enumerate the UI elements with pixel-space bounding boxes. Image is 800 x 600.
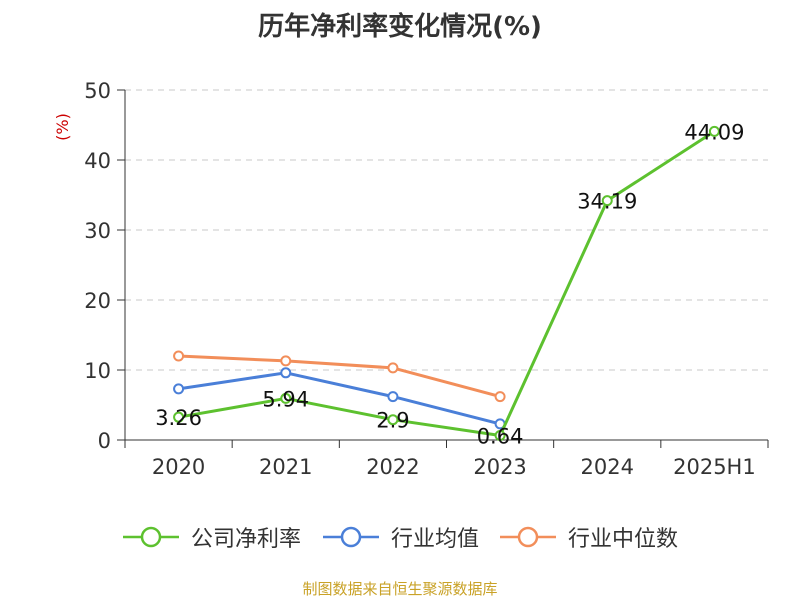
legend-marker-icon [123, 520, 183, 554]
data-point [280, 355, 292, 367]
data-label: 44.09 [684, 120, 744, 144]
y-axis-label: (%) [53, 113, 72, 141]
source-note: 制图数据来自恒生聚源数据库 [302, 580, 498, 598]
data-point [173, 383, 185, 395]
series-line [178, 130, 716, 438]
y-tick-labels: 0 10 20 30 40 50 [84, 79, 111, 453]
x-tick-label: 2021 [259, 455, 312, 479]
data-point [708, 125, 720, 137]
data-point [387, 362, 399, 374]
y-tick-label: 30 [84, 219, 111, 243]
chart-title: 历年净利率变化情况(%) [258, 12, 542, 42]
data-point [494, 391, 506, 403]
legend-item-industry-mean[interactable]: 行业均值 [323, 520, 479, 554]
legend-item-industry-median[interactable]: 行业中位数 [500, 520, 678, 554]
legend-label: 公司净利率 [191, 527, 302, 552]
series-lines [173, 125, 720, 442]
data-point [494, 430, 506, 442]
x-tick-label: 2022 [366, 455, 419, 479]
y-tick-label: 40 [84, 149, 111, 173]
series-line [178, 371, 501, 426]
legend-label: 行业中位数 [568, 527, 679, 552]
y-tick-label: 10 [84, 359, 111, 383]
data-labels: 3.26 5.94 2.9 0.64 34.19 44.09 [155, 120, 744, 448]
legend-circle-icon [140, 526, 162, 548]
legend-item-company[interactable]: 公司净利率 [123, 520, 301, 554]
data-label: 2.9 [376, 409, 409, 433]
legend-marker-icon [500, 520, 560, 554]
data-point [173, 411, 185, 423]
x-tick-label: 2025H1 [673, 455, 756, 479]
legend-circle-icon [517, 526, 539, 548]
x-tick-label: 2020 [152, 455, 205, 479]
grid-lines [125, 89, 768, 371]
data-point [387, 414, 399, 426]
x-tick-labels: 2020 2021 2022 2023 2024 2025H1 [152, 455, 756, 479]
data-point [280, 367, 292, 379]
legend-marker-icon [323, 520, 383, 554]
y-tick-label: 20 [84, 289, 111, 313]
data-label: 5.94 [262, 387, 309, 411]
axes [117, 89, 769, 448]
data-label: 34.19 [577, 190, 637, 214]
data-point [280, 392, 292, 404]
data-label: 0.64 [477, 425, 524, 449]
data-point [173, 350, 185, 362]
x-tick-label: 2023 [473, 455, 526, 479]
data-point [387, 391, 399, 403]
x-tick-label: 2024 [581, 455, 634, 479]
data-point [601, 195, 613, 207]
legend-circle-icon [340, 526, 362, 548]
legend-icons [123, 526, 556, 548]
y-tick-label: 50 [84, 79, 111, 103]
legend-label: 行业均值 [391, 527, 480, 552]
y-tick-label: 0 [98, 429, 111, 453]
data-label: 3.26 [155, 406, 202, 430]
series-line [178, 354, 501, 399]
